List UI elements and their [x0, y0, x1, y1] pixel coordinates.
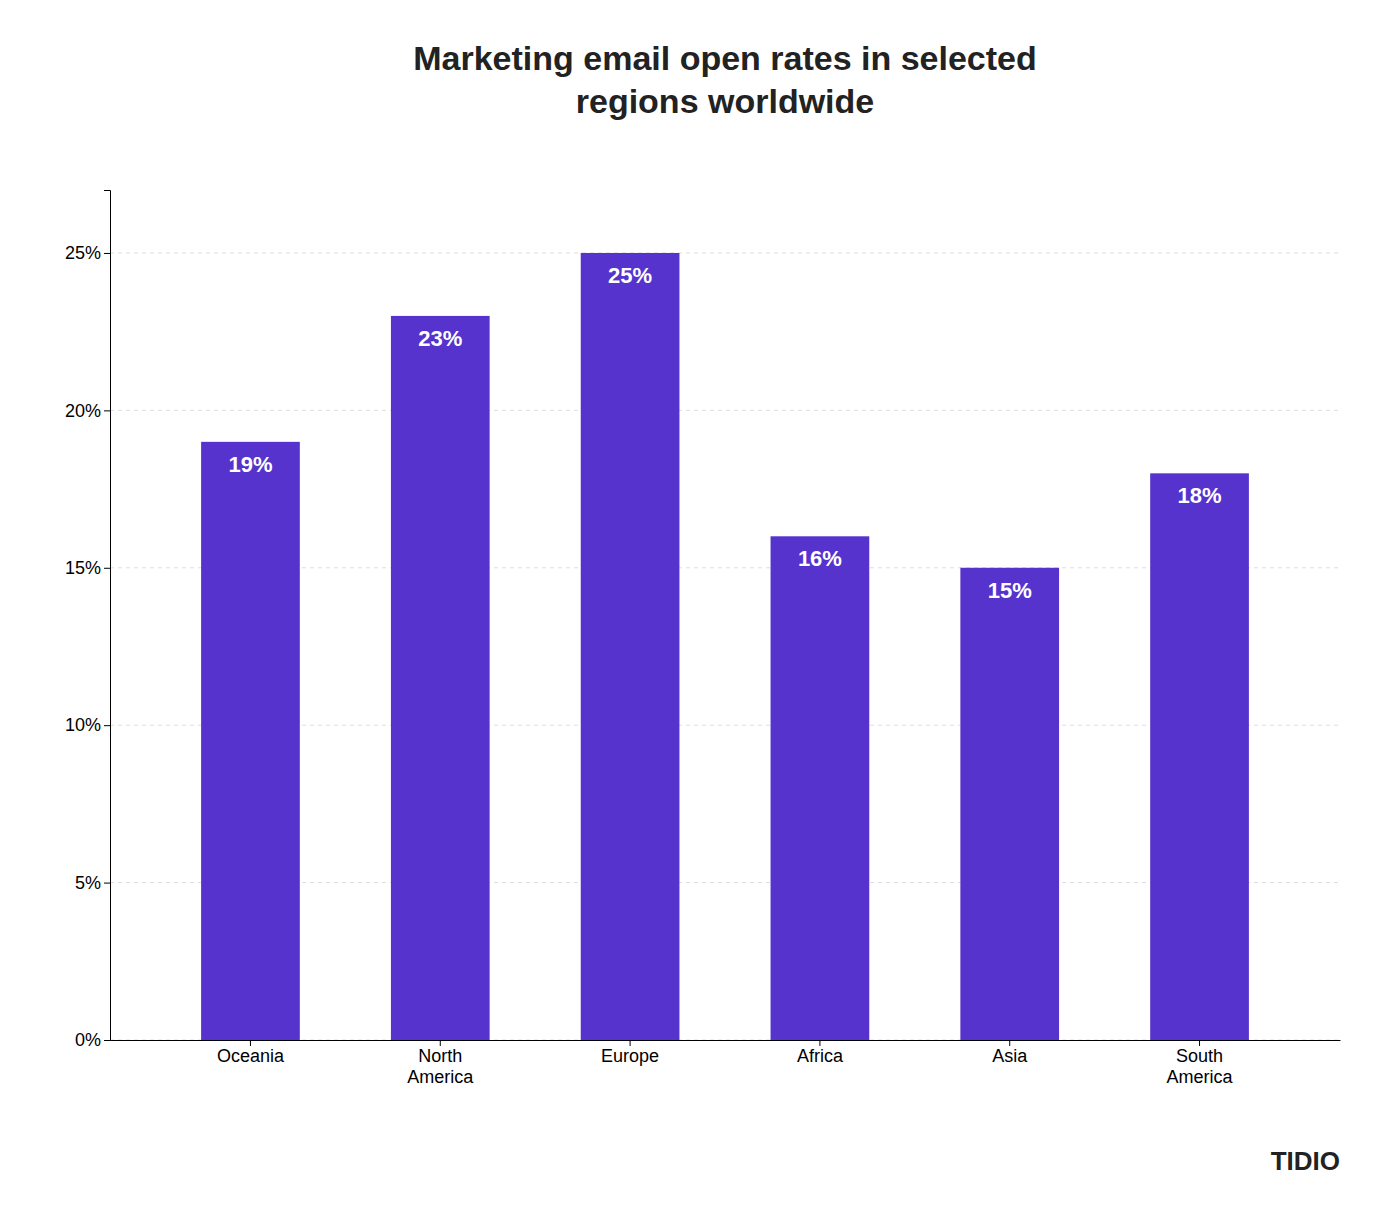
data-label: 15% [988, 578, 1032, 603]
bar [1150, 473, 1249, 1040]
y-tick-label: 10% [65, 715, 101, 735]
annotation: TIDIO [1271, 1146, 1340, 1176]
x-tick: Oceania [217, 1040, 285, 1066]
bar [960, 568, 1059, 1040]
y-tick-mark [104, 568, 110, 569]
title: Marketing email open rates in selectedre… [413, 39, 1037, 120]
bar [391, 316, 490, 1040]
y-tick: 25% [65, 243, 110, 263]
bars [201, 253, 1249, 1040]
x-tick-label: Africa [797, 1046, 844, 1066]
y-tick-mark [104, 253, 110, 254]
y-axis-line [104, 191, 111, 1041]
y-tick-label: 15% [65, 558, 101, 578]
data-labels: 19% 23% 25% 16% 15% 18% [228, 263, 1221, 603]
data-label: 25% [608, 263, 652, 288]
y-tick: 5% [75, 873, 110, 893]
y-tick-mark [104, 410, 110, 411]
x-tick: Africa [797, 1040, 844, 1066]
x-tick: NorthAmerica [407, 1040, 474, 1087]
data-label: 16% [798, 546, 842, 571]
x-axis: Oceania NorthAmerica Europe Africa Asia South… [111, 1040, 1341, 1087]
grid [110, 253, 1340, 1040]
grid-line [110, 252, 1340, 253]
plot: 19% 23% 25% 16% 15% 18% 0% 5% 10% 15% 20% 25% Oceani… [65, 191, 1341, 1088]
y-tick-label: 20% [65, 401, 101, 421]
data-label: 23% [418, 326, 462, 351]
y-tick-label: 0% [75, 1030, 101, 1050]
x-tick-label: NorthAmerica [407, 1046, 474, 1088]
data-label: 18% [1178, 483, 1222, 508]
x-tick-label: Europe [601, 1046, 659, 1066]
y-tick: 15% [65, 558, 110, 578]
y-tick: 20% [65, 401, 110, 421]
chart: Marketing email open rates in selectedre… [0, 0, 1400, 1210]
x-tick-label: Asia [992, 1046, 1028, 1066]
x-axis-line [111, 1040, 1341, 1041]
y-tick-label: 5% [75, 873, 101, 893]
x-tick-label: SouthAmerica [1167, 1046, 1234, 1088]
bar [201, 442, 300, 1040]
x-tick: SouthAmerica [1167, 1040, 1234, 1087]
y-tick: 10% [65, 715, 110, 735]
y-tick-mark [104, 883, 110, 884]
grid-line [110, 410, 1340, 411]
bar [771, 536, 870, 1040]
y-tick-mark [104, 725, 110, 726]
data-label: 19% [228, 452, 272, 477]
y-tick: 0% [75, 1030, 110, 1050]
y-tick-label: 25% [65, 243, 101, 263]
x-tick: Europe [601, 1040, 659, 1066]
x-tick: Asia [992, 1040, 1028, 1066]
bar [581, 253, 680, 1040]
y-axis: 0% 5% 10% 15% 20% 25% [65, 191, 111, 1051]
y-tick-mark [104, 1040, 110, 1041]
x-tick-label: Oceania [217, 1046, 285, 1066]
